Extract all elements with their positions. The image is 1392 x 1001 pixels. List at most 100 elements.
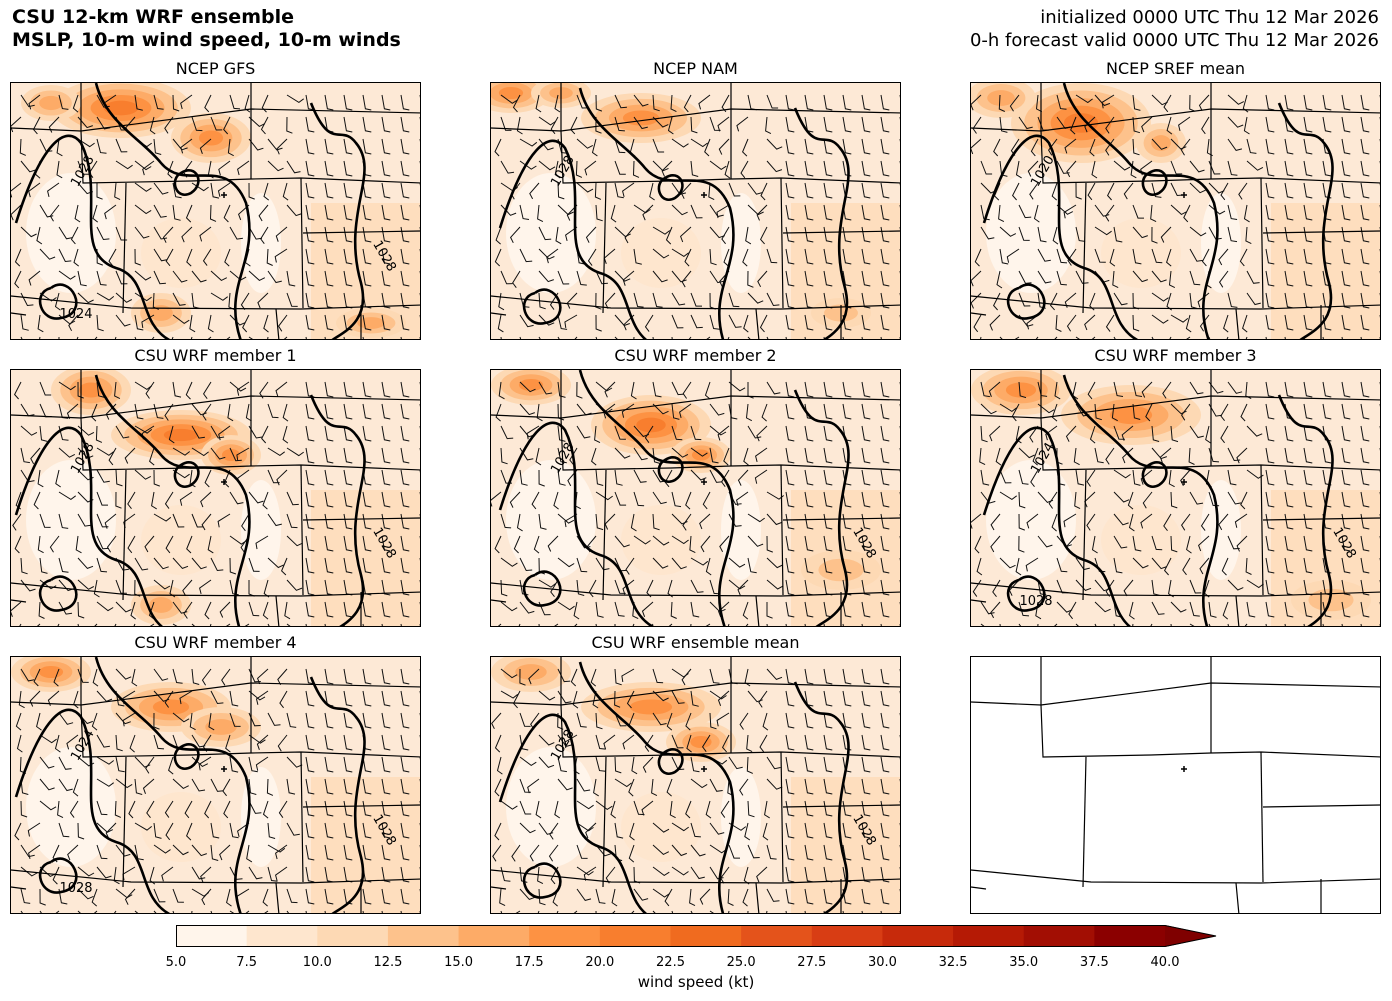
wind-barb (66, 734, 79, 750)
wind-barb (716, 712, 730, 727)
wind-barb (267, 844, 286, 853)
wind-barb (149, 866, 156, 885)
wind-barb (1189, 182, 1206, 194)
wind-barb (1303, 182, 1313, 199)
wind-barb (1227, 204, 1238, 220)
wind-barb (585, 226, 597, 243)
wind-barb (124, 447, 136, 464)
colorbar-bin (387, 925, 460, 947)
wind-barb (1341, 248, 1351, 265)
wind-barb (652, 292, 663, 308)
wind-barb (880, 712, 890, 729)
wind-barb (400, 866, 410, 883)
wind-barb (1094, 248, 1106, 263)
wind-barb (976, 557, 983, 576)
wind-barb (381, 270, 391, 287)
wind-barb (1151, 292, 1169, 302)
wind-barb (842, 403, 852, 420)
wind-barb (685, 800, 692, 819)
wind-barb (262, 800, 269, 819)
wind-barb (343, 248, 353, 265)
wind-barb (242, 314, 250, 333)
isobar (982, 134, 1139, 339)
wind-barb (183, 601, 193, 619)
wind-barb (305, 425, 315, 442)
wind-barb (679, 403, 692, 419)
wind-barb (980, 601, 995, 615)
wind-barb (999, 557, 1016, 569)
wind-barb (210, 778, 224, 792)
wind-barb (1018, 226, 1030, 241)
wind-barb (96, 292, 115, 301)
wind-barb (1075, 579, 1092, 591)
wind-barb (899, 713, 900, 716)
wind-barb (557, 270, 570, 285)
wind-barb (785, 579, 795, 596)
wind-barb (500, 601, 518, 612)
wind-barb (305, 756, 315, 773)
wind-barb (684, 248, 692, 267)
wind-barb (1018, 513, 1025, 531)
wind-barb (172, 182, 182, 199)
wind-barb (1303, 160, 1313, 177)
wind-barb (744, 822, 751, 841)
wind-barb (96, 116, 111, 130)
strong-wind-core (518, 378, 544, 392)
wind-barb (529, 844, 540, 862)
wind-barb (286, 116, 293, 134)
wind-barb (704, 381, 711, 400)
wind-barb (880, 557, 890, 574)
station-marker (1181, 766, 1187, 772)
wind-barb (709, 116, 721, 131)
wind-barb (1073, 447, 1080, 466)
light-wind-region (506, 173, 596, 293)
state-border (1262, 517, 1380, 521)
wind-barb (1109, 248, 1116, 267)
wind-barb (77, 668, 89, 683)
wind-barb (161, 866, 174, 882)
state-border (971, 886, 987, 890)
wind-barb (1227, 491, 1242, 505)
forecast-time-info: initialized 0000 UTC Thu 12 Mar 2026 0-h… (970, 6, 1379, 52)
wind-barb (785, 160, 795, 177)
wind-barb (96, 601, 114, 612)
wind-barb (248, 226, 263, 240)
wind-barb (899, 889, 900, 892)
wind-barb (1075, 270, 1089, 284)
wind-barb (861, 248, 871, 265)
wind-barb (305, 270, 315, 287)
wind-barb (595, 513, 604, 531)
wind-barb (58, 888, 68, 905)
wind-barb (861, 94, 871, 111)
wind-barb (92, 204, 99, 223)
wind-barb (1379, 580, 1380, 583)
wind-barb (880, 270, 890, 287)
wind-barb (28, 270, 41, 286)
colorbar-extend-arrow (1165, 925, 1216, 947)
wind-barb (1189, 425, 1204, 439)
wind-barb (999, 491, 1017, 501)
wind-barb (1341, 557, 1351, 574)
wind-barb (500, 94, 518, 104)
wind-barb (419, 867, 420, 870)
wind-barb (266, 778, 274, 796)
wind-barb (305, 734, 315, 751)
light-wind-region (621, 505, 701, 575)
wind-barb (267, 160, 284, 172)
wind-barb (510, 226, 521, 244)
wind-barb (652, 822, 670, 833)
wind-barb (624, 226, 635, 244)
wind-barb (1245, 226, 1252, 245)
wind-barb (1160, 226, 1172, 243)
wind-barb (1132, 248, 1142, 265)
wind-barb (286, 822, 300, 836)
wind-barb (305, 557, 315, 574)
wind-barb (724, 160, 731, 179)
wind-barb (747, 800, 755, 818)
wind-barb (20, 94, 35, 108)
wind-barb (899, 470, 900, 473)
wind-barb (747, 513, 765, 523)
wind-barb (1379, 249, 1380, 252)
wind-barb (134, 182, 152, 192)
wind-barb (576, 138, 594, 149)
